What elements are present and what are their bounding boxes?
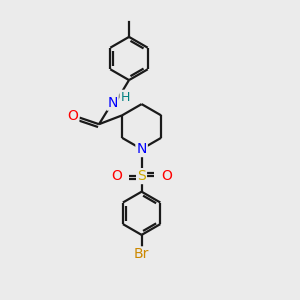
Text: O: O	[161, 169, 172, 183]
Text: O: O	[68, 109, 78, 123]
Text: O: O	[112, 169, 122, 183]
Text: N: N	[107, 96, 118, 110]
Text: N: N	[136, 142, 147, 156]
Text: S: S	[137, 169, 146, 183]
Text: H: H	[120, 91, 130, 104]
Text: Br: Br	[134, 248, 149, 261]
